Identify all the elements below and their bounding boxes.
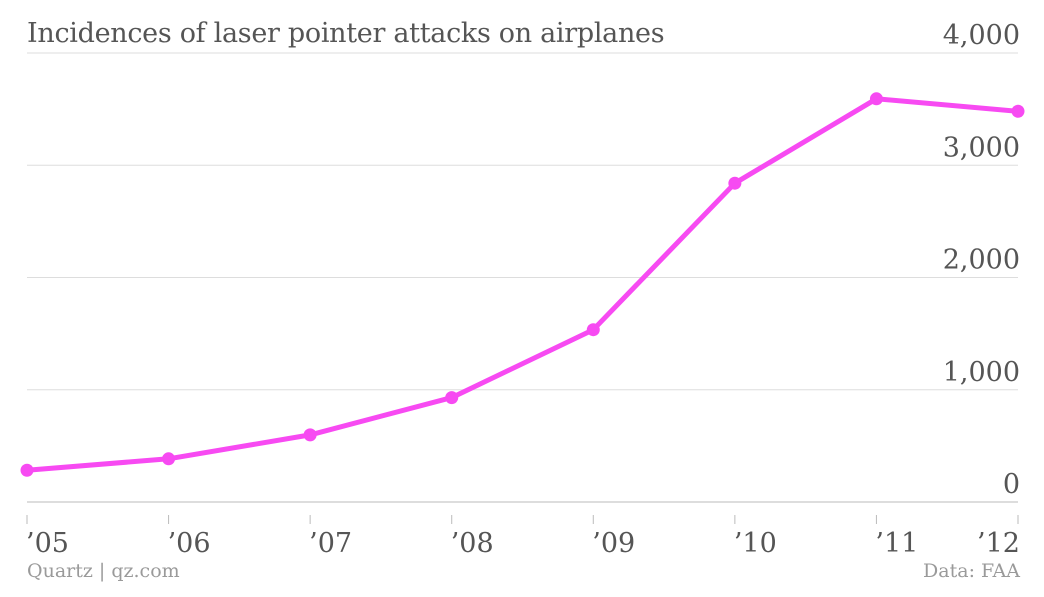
x-tick-label: ’06	[168, 528, 211, 559]
y-tick-label: 4,000	[943, 20, 1020, 51]
data-point	[445, 391, 459, 405]
data-point	[869, 92, 883, 106]
x-tick-label: ’10	[734, 528, 777, 559]
chart-title: Incidences of laser pointer attacks on a…	[27, 18, 665, 49]
data-point	[586, 323, 600, 337]
x-tick-label: ’07	[309, 528, 352, 559]
data-point	[20, 463, 34, 477]
x-tick-label: ’12	[977, 528, 1020, 559]
footer-source: Data: FAA	[923, 560, 1020, 582]
x-tick-label: ’08	[451, 528, 494, 559]
data-point	[303, 428, 317, 442]
data-point	[162, 452, 176, 466]
y-tick-label: 0	[1003, 469, 1020, 500]
footer-credit: Quartz | qz.com	[27, 560, 180, 582]
series-line	[24, 96, 1021, 473]
data-point	[728, 176, 742, 190]
data-point	[1011, 104, 1025, 118]
x-tick-label: ’09	[592, 528, 635, 559]
x-tick-label: ’05	[26, 528, 69, 559]
x-tick-label: ’11	[875, 528, 918, 559]
y-tick-label: 3,000	[943, 132, 1020, 163]
y-tick-label: 1,000	[943, 357, 1020, 388]
y-tick-label: 2,000	[943, 245, 1020, 276]
